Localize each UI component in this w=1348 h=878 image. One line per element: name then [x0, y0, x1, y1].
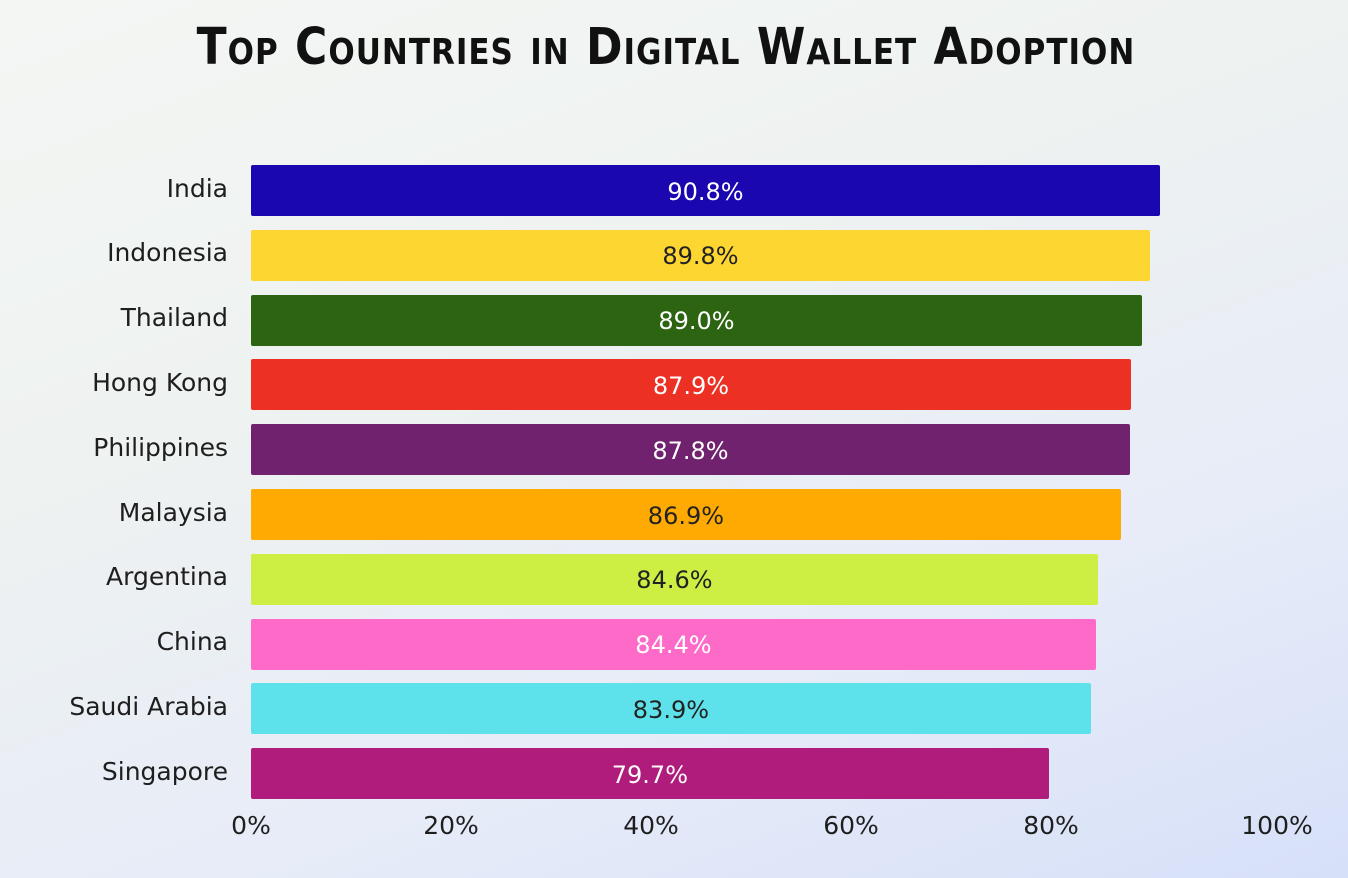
- bar: [251, 424, 1130, 476]
- bar-value-label: 84.4%: [635, 631, 712, 660]
- bar: [251, 294, 1142, 346]
- x-tick-label: 20%: [423, 811, 479, 840]
- category-label: China: [156, 627, 228, 657]
- category-label: Indonesia: [107, 238, 228, 268]
- bar: [251, 683, 1091, 735]
- category-label: Hong Kong: [92, 367, 228, 397]
- chart-title: Top Countries in Digital Wallet Adoption: [196, 18, 1136, 77]
- bar-value-label: 87.9%: [652, 371, 730, 400]
- x-tick-label: 0%: [231, 811, 271, 840]
- bar-value-label: 87.8%: [652, 436, 729, 465]
- bar-value-label: 84.6%: [636, 566, 713, 595]
- bar-value-label: 90.8%: [667, 177, 744, 206]
- bar: [251, 489, 1121, 540]
- category-label: Philippines: [93, 432, 228, 462]
- bar-value-label: 79.7%: [611, 760, 689, 789]
- bar-value-label: 83.9%: [632, 695, 710, 724]
- category-label: Singapore: [101, 756, 228, 786]
- bar-value-label: 86.9%: [647, 501, 725, 530]
- x-tick-label: 80%: [1023, 811, 1079, 840]
- category-label: Malaysia: [118, 497, 228, 527]
- category-label: India: [166, 173, 228, 203]
- category-label: Saudi Arabia: [69, 691, 228, 721]
- x-tick-label: 100%: [1241, 811, 1313, 840]
- bar: [251, 165, 1160, 216]
- bar: [251, 553, 1098, 605]
- x-tick-label: 40%: [623, 811, 679, 840]
- bar-value-label: 89.0%: [658, 307, 735, 336]
- category-label: Thailand: [120, 303, 228, 333]
- bar: [251, 618, 1096, 670]
- bar-value-label: 89.8%: [662, 242, 739, 271]
- bar: [251, 748, 1049, 800]
- bar: [251, 229, 1150, 281]
- bar: [251, 359, 1131, 411]
- x-tick-label: 60%: [823, 811, 879, 840]
- category-label: Argentina: [106, 562, 228, 592]
